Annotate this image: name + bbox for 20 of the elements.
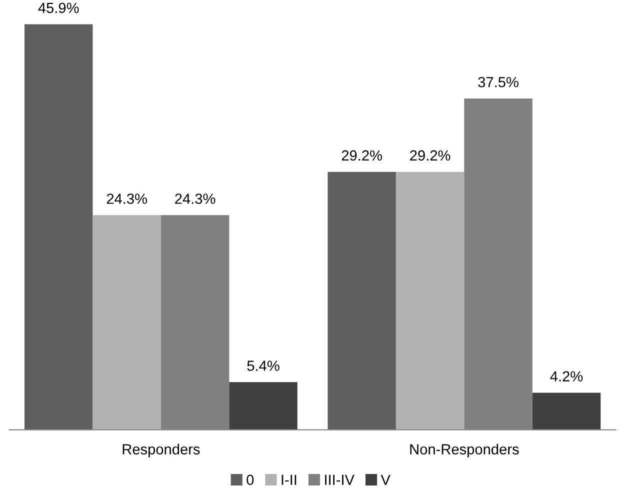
data-label: 29.2% (410, 150, 450, 161)
bar (229, 382, 298, 430)
legend-label: III-IV (325, 474, 354, 485)
bar (532, 392, 601, 430)
legend-label: 0 (246, 474, 254, 485)
bar (24, 24, 93, 430)
bar (328, 172, 396, 430)
data-label: 29.2% (342, 150, 382, 161)
bar (396, 172, 464, 430)
data-label: 24.3% (175, 194, 216, 204)
legend-label: I-II (282, 474, 296, 485)
data-label: 45.9% (38, 2, 79, 14)
x-tick-label: Non-Responders (410, 444, 519, 458)
legend-label: V (380, 474, 390, 485)
x-tick-label: Responders (122, 444, 200, 458)
data-label: 24.3% (106, 194, 147, 204)
data-label: 4.2% (550, 371, 583, 382)
data-label: 37.5% (478, 76, 518, 88)
bar (92, 215, 161, 430)
data-label: 5.4% (247, 360, 280, 371)
